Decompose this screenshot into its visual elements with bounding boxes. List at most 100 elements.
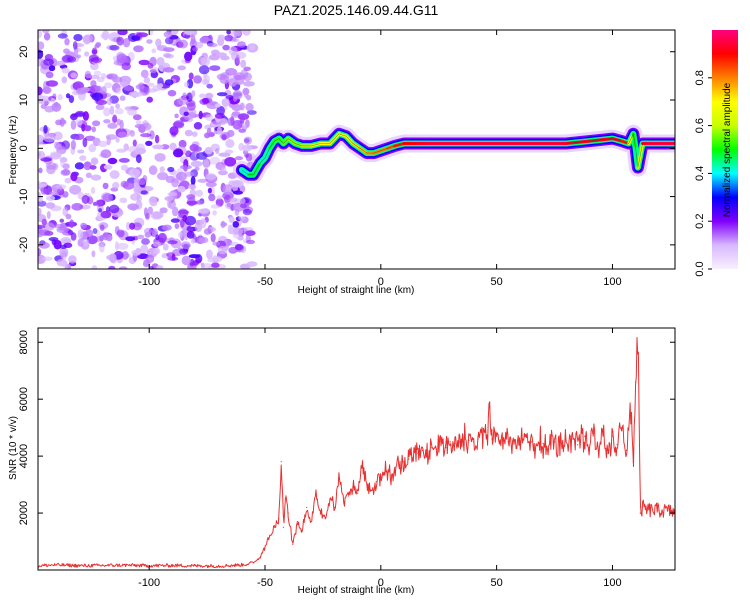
noise-blob xyxy=(64,38,70,46)
noise-blob xyxy=(38,150,46,160)
noise-blob xyxy=(228,197,238,203)
noise-blob xyxy=(38,30,43,39)
snr-data-point xyxy=(218,565,220,567)
noise-blob xyxy=(82,238,89,247)
noise-blob xyxy=(190,176,196,186)
noise-blob xyxy=(224,35,234,42)
snr-data-point xyxy=(598,449,600,451)
noise-blob xyxy=(159,207,168,214)
snr-data-point xyxy=(280,461,282,463)
snr-data-point xyxy=(324,518,326,520)
noise-blob xyxy=(103,107,111,117)
noise-blob xyxy=(162,243,169,251)
noise-blob xyxy=(96,236,101,243)
noise-blob xyxy=(186,200,198,206)
snr-data-point xyxy=(333,506,336,508)
noise-blob xyxy=(190,160,203,168)
noise-blob xyxy=(117,131,128,138)
noise-blob xyxy=(211,262,220,268)
noise-blob xyxy=(145,140,153,146)
noise-blob xyxy=(137,178,146,185)
noise-blob xyxy=(207,187,212,194)
noise-blob xyxy=(109,45,120,51)
noise-blob xyxy=(206,102,219,110)
frequency-ridge xyxy=(232,124,675,184)
noise-blob xyxy=(186,92,193,102)
noise-blob xyxy=(70,140,76,150)
snr-data-point xyxy=(421,449,424,451)
snr-data-point xyxy=(398,464,400,466)
noise-blob xyxy=(48,237,59,242)
top-x-axis: -100 -50 0 50 100 xyxy=(138,30,622,288)
noise-blob xyxy=(46,211,51,219)
noise-blob xyxy=(83,34,93,44)
x-tick-label: -100 xyxy=(138,276,160,288)
noise-blob xyxy=(165,53,174,59)
noise-blob xyxy=(70,72,78,79)
noise-blob xyxy=(168,199,176,210)
snr-data-point xyxy=(642,506,644,508)
snr-data-point xyxy=(658,509,660,511)
noise-blob xyxy=(216,126,222,135)
noise-blob xyxy=(214,103,221,108)
snr-data-point xyxy=(171,564,173,567)
noise-blob xyxy=(126,221,131,231)
noise-blob xyxy=(135,84,145,90)
noise-blob xyxy=(77,149,85,154)
noise-blob xyxy=(237,236,244,241)
noise-blob xyxy=(102,232,109,241)
noise-blob xyxy=(72,41,78,50)
noise-blob xyxy=(61,119,67,125)
noise-blob xyxy=(62,168,70,176)
noise-blob xyxy=(172,206,179,217)
snr-data-point xyxy=(338,478,340,480)
snr-data-point xyxy=(417,452,419,454)
noise-blob xyxy=(130,193,141,201)
noise-blob xyxy=(155,234,160,241)
noise-blob xyxy=(234,156,243,161)
noise-blob xyxy=(228,78,238,87)
top-x-axis-label: Height of straight line (km) xyxy=(298,285,415,296)
snr-data-point xyxy=(241,564,243,566)
noise-blob xyxy=(155,38,162,48)
noise-blob xyxy=(136,32,149,38)
snr-data-point xyxy=(519,439,521,442)
snr-data-point xyxy=(269,535,271,537)
snr-data-point xyxy=(602,429,604,432)
noise-blob xyxy=(225,95,235,100)
noise-blob xyxy=(152,211,164,219)
noise-blob xyxy=(53,239,62,250)
noise-blob xyxy=(62,55,74,63)
noise-blob xyxy=(109,253,117,263)
noise-blob xyxy=(77,238,85,247)
snr-data-point xyxy=(491,438,493,440)
noise-blob xyxy=(130,206,137,211)
x-tick-label: -50 xyxy=(257,276,273,288)
x-tick-label: -100 xyxy=(138,577,160,589)
noise-blob xyxy=(203,228,212,235)
snr-data-point xyxy=(646,509,648,511)
noise-blob xyxy=(38,167,43,174)
noise-blob xyxy=(215,198,224,207)
noise-blob xyxy=(49,205,62,212)
snr-data-point xyxy=(285,495,287,497)
noise-blob xyxy=(100,86,107,95)
noise-blob xyxy=(55,119,63,126)
snr-data-point xyxy=(352,486,354,488)
noise-blob xyxy=(61,76,68,84)
noise-blob xyxy=(237,113,250,120)
noise-blob xyxy=(243,72,252,82)
noise-blob xyxy=(104,82,113,89)
noise-blob xyxy=(95,99,108,105)
noise-blob xyxy=(75,119,83,126)
noise-blob xyxy=(186,102,196,111)
noise-blob xyxy=(232,221,240,228)
noise-blob xyxy=(53,224,65,229)
noise-blob xyxy=(118,158,130,163)
noise-blob xyxy=(40,187,48,195)
noise-blob xyxy=(232,227,244,235)
noise-blob xyxy=(228,216,235,223)
noise-blob xyxy=(90,186,96,195)
snr-data-point xyxy=(278,518,280,520)
snr-data-point xyxy=(584,435,586,437)
